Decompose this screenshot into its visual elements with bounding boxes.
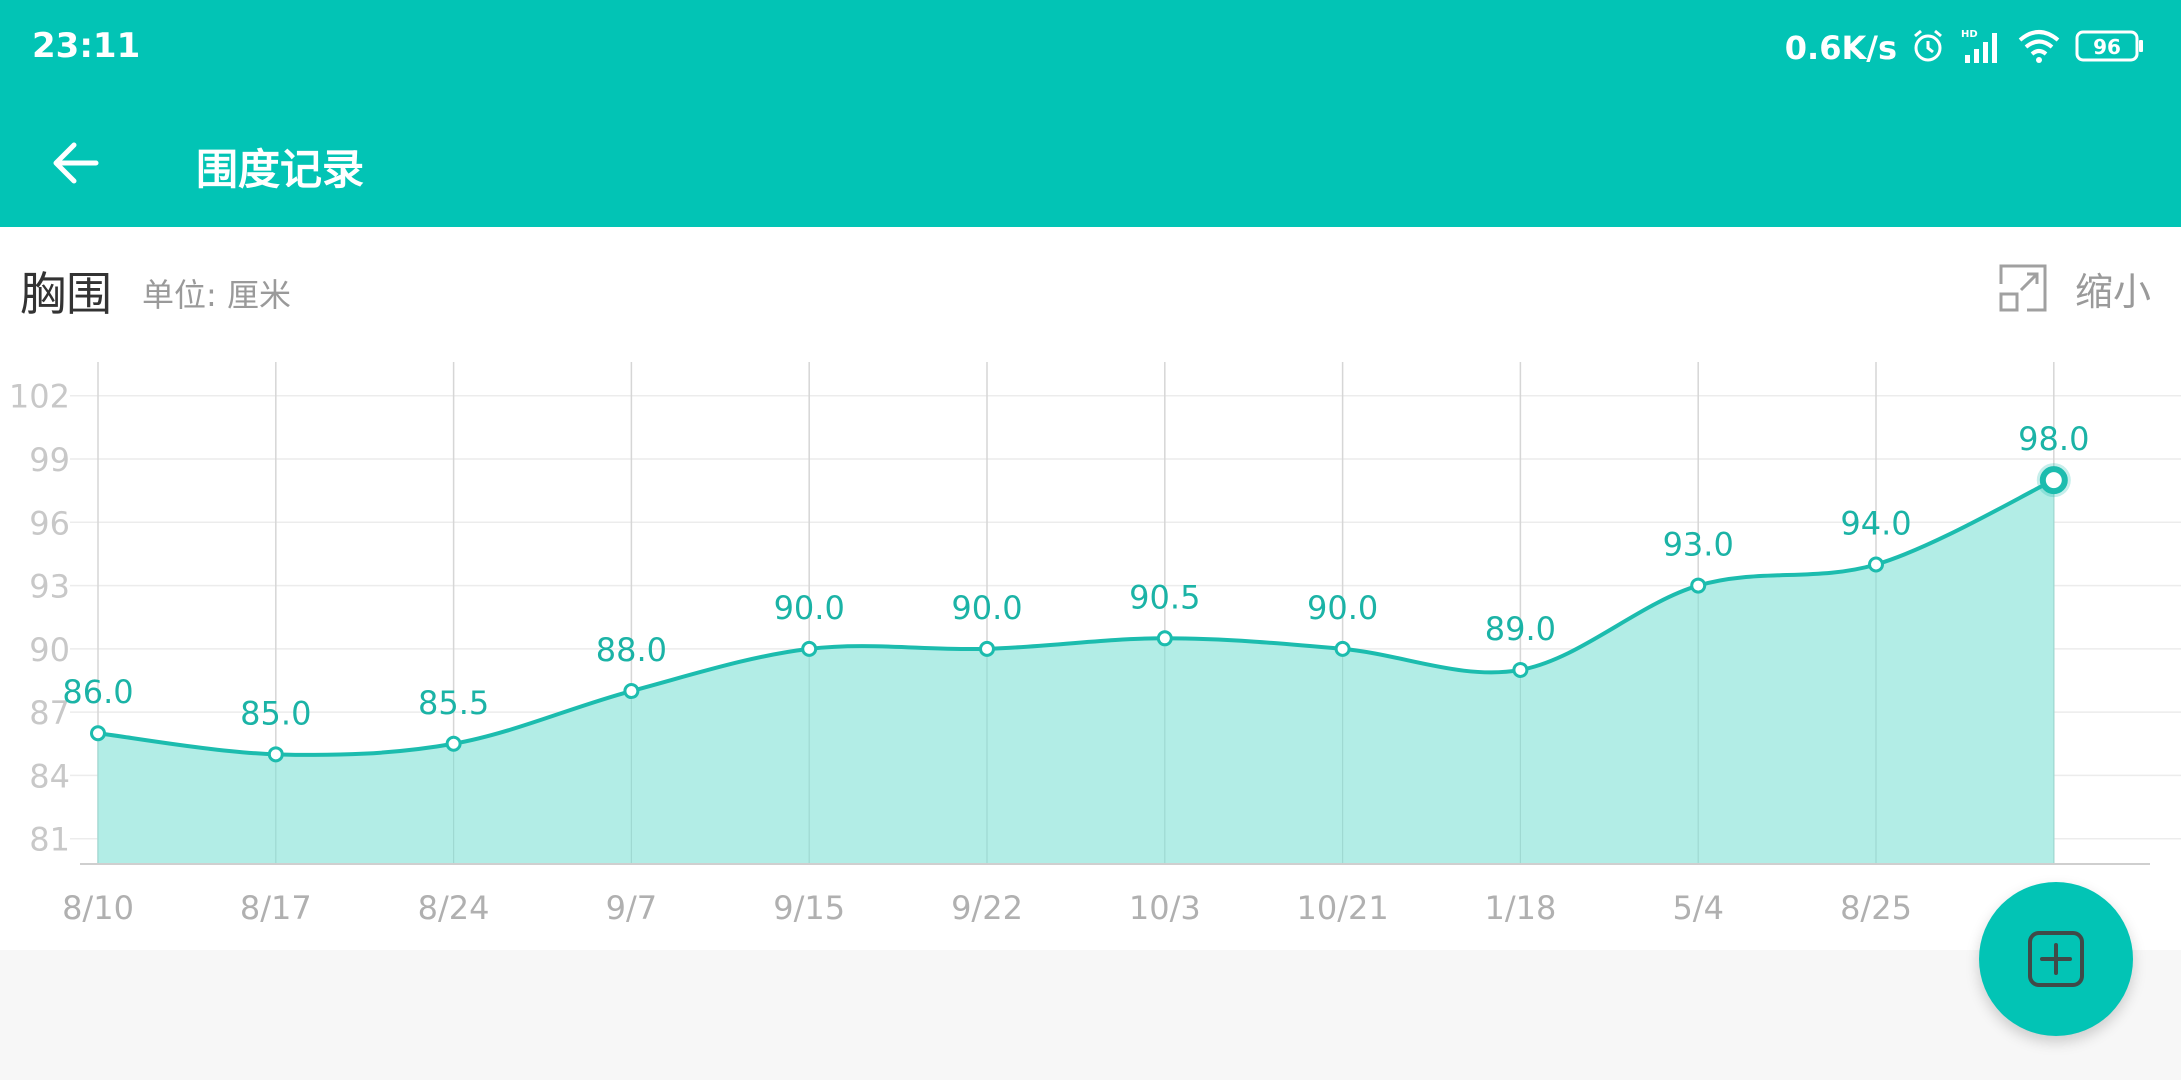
data-point[interactable] [445,735,462,752]
value-label: 86.0 [62,673,133,711]
value-label: 90.0 [1307,589,1378,627]
x-tick-label: 8/17 [240,889,312,927]
shrink-label: 缩小 [2074,269,2151,314]
page-title: 围度记录 [196,145,365,194]
value-label: 90.5 [1129,578,1200,616]
y-tick-label: 90 [29,631,70,669]
y-tick-label: 96 [29,504,70,542]
x-tick-label: 9/22 [951,889,1023,927]
data-point[interactable] [979,640,995,657]
chart-unit: 单位: 厘米 [142,276,291,314]
x-tick-label: 9/15 [773,889,845,927]
value-label: 94.0 [1840,504,1911,542]
y-tick-label: 93 [29,568,70,606]
x-tick-label: 1/18 [1484,889,1556,927]
arrow-left-icon [53,142,99,184]
area-fill [98,480,2054,864]
data-point[interactable] [267,746,284,763]
value-label: 98.0 [2018,420,2089,458]
chart-title: 胸围 [20,267,112,321]
data-point[interactable] [1690,577,1707,594]
series-line [97,478,2055,757]
data-point-highlight[interactable] [2039,466,2068,495]
x-tick-label: 8/10 [62,889,134,927]
x-tick-label: 5/4 [1672,889,1724,927]
x-tick-label: 10/3 [1129,889,1201,927]
shrink-button[interactable]: 缩小 [1997,258,2151,318]
battery-level: 96 [2093,35,2121,59]
add-square-icon [2028,931,2084,987]
wifi-icon [2017,28,2061,68]
chest-circumference-chart: 81 84 87 90 93 96 99 102 86.0 8/10 85.0 8/17 85.5 8/2… [9,362,2181,927]
value-label: 93.0 [1663,526,1734,564]
hd-signal-icon: HD [1959,27,2003,69]
y-tick-label: 84 [29,757,70,795]
net-speed: 0.6K/s [1784,29,1897,67]
value-label: 90.0 [951,589,1022,627]
value-label: 89.0 [1485,610,1556,648]
add-record-button[interactable] [1979,882,2133,1036]
data-point[interactable] [90,725,106,742]
value-label: 85.5 [418,684,489,722]
value-label: 90.0 [774,589,845,627]
status-time: 23:11 [32,26,141,66]
data-point[interactable] [623,683,640,700]
x-tick-label: 10/21 [1296,889,1388,927]
x-tick-label: 9/7 [606,889,658,927]
svg-text:HD: HD [1961,29,1978,40]
y-tick-label: 81 [29,821,70,859]
battery-icon: 96 [2075,29,2145,67]
alarm-icon [1911,28,1945,68]
back-button[interactable] [40,128,110,198]
value-label: 88.0 [596,631,667,669]
app-bar: 23:11 0.6K/s HD 96 围度记录 [0,0,2181,227]
y-tick-label: 99 [29,441,70,479]
x-tick-label: 8/24 [418,889,490,927]
status-icons: 0.6K/s HD 96 [1785,24,2145,72]
data-point[interactable] [1868,556,1884,573]
data-point[interactable] [1334,640,1351,657]
data-point[interactable] [1512,661,1529,678]
collapse-icon [1999,264,2047,312]
x-tick-label: 8/25 [1840,889,1912,927]
y-tick-label: 102 [9,378,70,416]
value-label: 85.0 [240,694,311,732]
data-point[interactable] [801,640,818,657]
y-tick-label: 87 [29,694,70,732]
data-point[interactable] [1156,630,1173,647]
